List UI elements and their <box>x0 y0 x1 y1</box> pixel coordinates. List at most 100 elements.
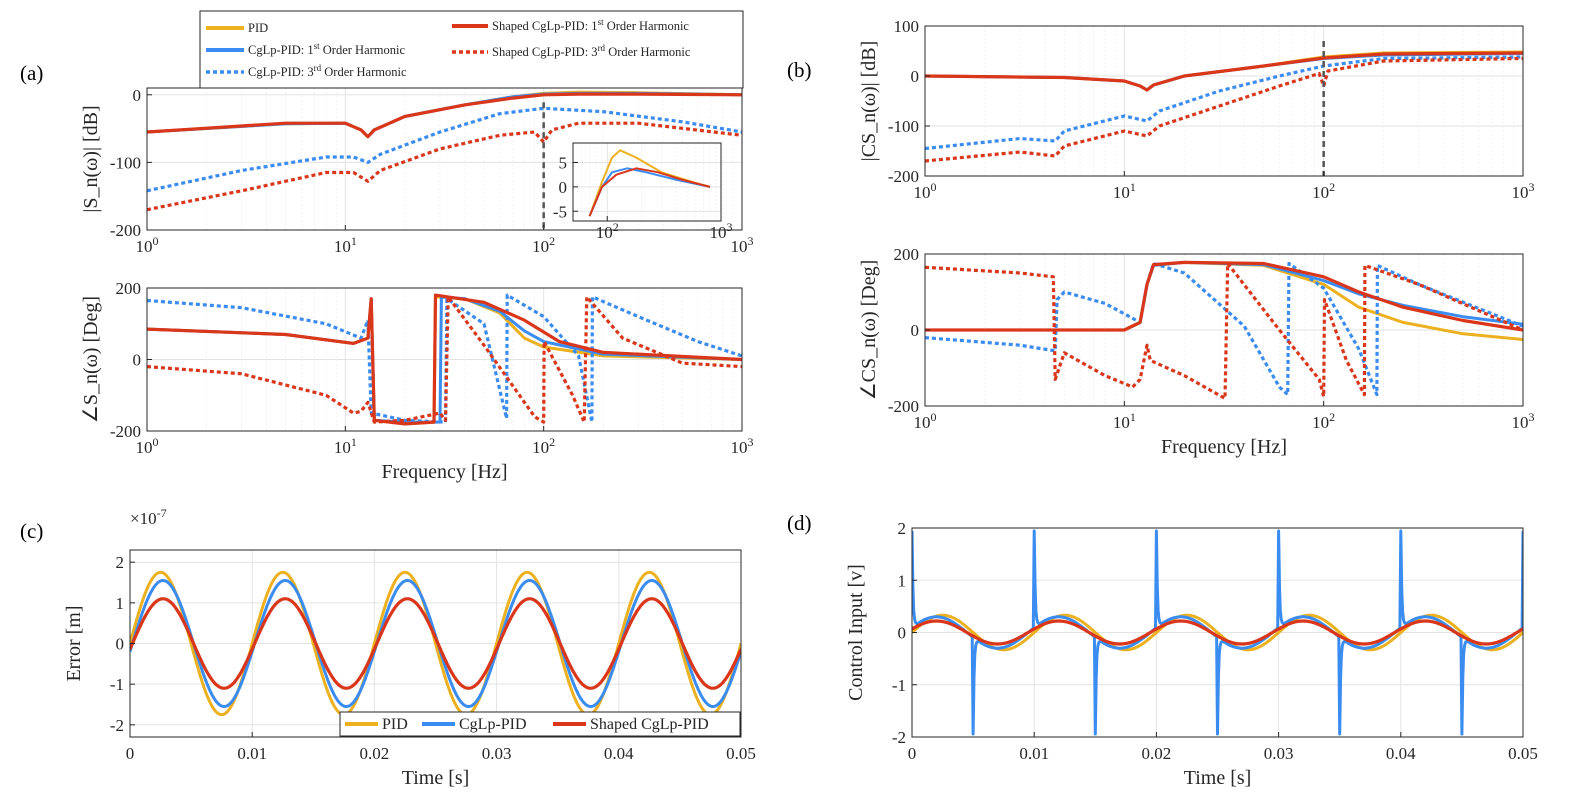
a_mag-ytick-label: 0 <box>133 86 142 105</box>
d_control-series-1 <box>912 529 1523 736</box>
legend-a: PID CgLp-PID: 1st Order Harmonic CgLp-PI… <box>199 10 744 89</box>
b_mag-series-3 <box>925 51 1523 92</box>
c_error-series-0 <box>130 570 741 717</box>
a_phase-series-4 <box>147 295 742 424</box>
legend-a-box <box>199 10 744 89</box>
d_control-xtick-label: 0.05 <box>1508 744 1538 763</box>
panel-label-c: (c) <box>20 519 43 543</box>
b_mag-frame <box>924 25 1524 177</box>
b_mag-ytick-label: 0 <box>911 67 920 86</box>
a_mag-xtick-label: 102 <box>532 234 555 256</box>
a_mag-series-3 <box>147 92 742 139</box>
b_mag-ytick-label: 100 <box>894 17 920 36</box>
b_mag-xtick-label: 102 <box>1312 180 1335 202</box>
a_inset-series-2 <box>588 167 711 217</box>
a_mag-series-4 <box>147 121 742 212</box>
c_error-exponent: ×10-7 <box>130 506 167 528</box>
a_phase-xtick-label: 101 <box>334 435 357 457</box>
c_error-ylabel: Error [m] <box>63 605 85 681</box>
legend-c-box <box>339 711 741 737</box>
b_phase-series-group <box>925 260 1523 400</box>
legend-shaped1-label: Shaped CgLp-PID: 1st Order Harmonic <box>492 17 689 33</box>
b_mag-series-4 <box>925 56 1523 163</box>
legend-c-shaped-label: Shaped CgLp-PID <box>590 716 709 733</box>
b_mag-series-group <box>925 50 1523 163</box>
d_control-series-group <box>912 529 1523 736</box>
c_error-xtick-label: 0.03 <box>482 744 512 763</box>
a_mag-series-2 <box>147 106 742 193</box>
legend-c: PID CgLp-PID Shaped CgLp-PID <box>339 711 741 737</box>
d_control-ytick-label: 1 <box>898 571 907 590</box>
d_control-xlabel: Time [s] <box>1184 767 1252 789</box>
d_control-xtick-label: 0.01 <box>1019 744 1049 763</box>
legend-c-pid-label: PID <box>382 716 408 733</box>
c_error-ytick-label: 2 <box>116 553 125 572</box>
b_phase-xtick-label: 100 <box>914 410 937 432</box>
a_inset-ytick-label: -5 <box>553 202 567 221</box>
a_inset-ytick-label: 0 <box>559 178 568 197</box>
c_error-ytick-label: -2 <box>110 716 124 735</box>
b_mag-plot-area <box>925 26 1523 176</box>
d_control-xtick-label: 0.02 <box>1142 744 1172 763</box>
c_error-ytick-label: 0 <box>116 635 125 654</box>
d_control-series-2 <box>912 619 1523 646</box>
d_control-ytick-label: -2 <box>892 728 906 747</box>
a_mag-ylabel: |S_n(ω)| [dB] <box>80 105 102 212</box>
b_mag-ytick-label: -200 <box>888 167 919 186</box>
c_error-xtick-label: 0.01 <box>237 744 267 763</box>
b_phase-ytick-label: 200 <box>894 245 920 264</box>
c_error-ytick-label: 1 <box>116 594 125 613</box>
c_error-xtick-label: 0.02 <box>360 744 390 763</box>
panel-label-b: (b) <box>787 58 812 82</box>
legend-cglp3-label: CgLp-PID: 3rd Order Harmonic <box>248 63 407 79</box>
c_error-xtick-label: 0 <box>126 744 135 763</box>
d_control-ylabel: Control Input [v] <box>845 564 867 701</box>
legend-shaped3-label: Shaped CgLp-PID: 3rd Order Harmonic <box>492 43 691 59</box>
a_phase-ytick-label: 0 <box>133 351 142 370</box>
c_error-ytick-label: -1 <box>110 675 124 694</box>
c_error-xtick-label: 0.04 <box>604 744 634 763</box>
a_phase-series-group <box>147 293 742 426</box>
d_control-xtick-label: 0.04 <box>1386 744 1416 763</box>
a_mag-xtick-label: 101 <box>334 234 357 256</box>
d_control-ytick-label: -1 <box>892 676 906 695</box>
a_inset-plot-area <box>573 143 721 221</box>
legend-cglp1-label: CgLp-PID: 1st Order Harmonic <box>248 41 405 57</box>
a_phase-ylabel: ∠S_n(ω) [Deg] <box>80 296 102 423</box>
b_mag-xtick-label: 103 <box>1512 180 1535 202</box>
b_phase-ytick-label: -200 <box>888 397 919 416</box>
a_mag-series-group <box>147 90 742 212</box>
a_inset-series-group <box>588 149 711 217</box>
b_phase-ytick-label: 0 <box>911 321 920 340</box>
a_inset-xtick-label: 103 <box>710 220 733 242</box>
legend-pid-label: PID <box>248 21 268 35</box>
a_mag-ytick-label: -100 <box>110 153 141 172</box>
b_mag-ylabel: |CS_n(ω)| [dB] <box>858 41 880 162</box>
c_error-xlabel: Time [s] <box>402 767 470 789</box>
b_phase-xtick-label: 103 <box>1512 410 1535 432</box>
a_inset-ytick-label: 5 <box>559 154 568 173</box>
b_mag-xtick-label: 101 <box>1113 180 1136 202</box>
a_phase-ytick-label: -200 <box>110 422 141 441</box>
a_phase-xtick-label: 103 <box>731 435 754 457</box>
b_mag-xtick-label: 100 <box>914 180 937 202</box>
b_phase-xtick-label: 101 <box>1113 410 1136 432</box>
panel-label-a: (a) <box>20 61 43 85</box>
a_phase-xtick-label: 102 <box>532 435 555 457</box>
b_phase-series-2 <box>925 261 1523 397</box>
d_control-ytick-label: 0 <box>898 624 907 643</box>
b_phase-xtick-label: 102 <box>1312 410 1335 432</box>
b_phase-xlabel: Frequency [Hz] <box>1161 436 1287 458</box>
a_phase-xtick-label: 100 <box>136 435 159 457</box>
a_phase-ytick-label: 200 <box>116 279 142 298</box>
a_inset-frame <box>572 142 722 222</box>
d_control-xtick-label: 0 <box>908 744 917 763</box>
c_error-series-group <box>130 570 741 717</box>
a_phase-xlabel: Frequency [Hz] <box>381 461 507 483</box>
d_control-ytick-label: 2 <box>898 519 907 538</box>
